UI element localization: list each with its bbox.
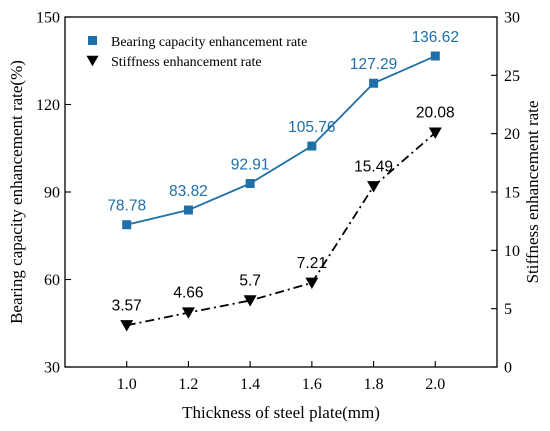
- series-1-point: [245, 179, 255, 189]
- series-1-data-label: 127.29: [350, 56, 397, 73]
- y-right-tick-label: 25: [504, 68, 520, 85]
- y-axis-right-title: Stiffness enhancement rate: [523, 101, 542, 284]
- x-tick-label: 1.4: [240, 376, 260, 393]
- series-2-point: [428, 127, 442, 139]
- y-right-tick-label: 20: [504, 126, 520, 143]
- y-axis-left-title: Bearing capacity enhancement rate(%): [7, 60, 26, 324]
- series-line-2: [126, 132, 436, 327]
- legend-label: Bearing capacity enhancement rate: [111, 35, 307, 50]
- series-1-point: [307, 141, 317, 151]
- series-1-data-label: 136.62: [412, 29, 459, 46]
- series-2-point: [243, 295, 257, 307]
- y-left-tick-label: 90: [44, 185, 60, 202]
- series-1-point: [122, 220, 132, 230]
- series-layer: 78.78 83.82 92.91 105.76 127.29 136.62 3.57 4.6…: [107, 29, 459, 332]
- series-2-data-label: 20.08: [416, 105, 455, 122]
- x-tick-label: 1.2: [178, 376, 198, 393]
- legend: Bearing capacity enhancement rate Stiffne…: [86, 35, 307, 70]
- y-axis-right: 0 5 10 15 20 25 30: [491, 10, 520, 377]
- series-1-data-label: 92.91: [231, 157, 270, 174]
- x-tick-label: 1.0: [117, 376, 137, 393]
- y-left-tick-label: 120: [36, 97, 60, 114]
- y-right-tick-label: 0: [504, 360, 512, 377]
- series-1-point: [369, 78, 379, 88]
- series-2-point: [305, 277, 319, 290]
- series-2-data-label: 3.57: [112, 297, 142, 314]
- y-right-tick-label: 5: [504, 301, 512, 318]
- series-line-1: [126, 55, 436, 226]
- series-1-point: [183, 205, 193, 215]
- legend-marker-triangle: [86, 55, 99, 67]
- y-right-tick-label: 30: [504, 10, 520, 27]
- series-2-point: [181, 307, 195, 319]
- x-axis: 1.0 1.2 1.4 1.6 1.8 2.0: [117, 361, 445, 393]
- series-2-data-label: 7.21: [297, 255, 327, 272]
- series-2-data-label: 5.7: [239, 273, 261, 290]
- series-2-point: [120, 320, 134, 332]
- series-2-data-label: 4.66: [173, 285, 203, 302]
- series-2-point: [367, 181, 381, 193]
- series-1-point: [430, 51, 440, 61]
- x-tick-label: 2.0: [425, 376, 445, 393]
- series-2-data-label: 15.49: [354, 158, 393, 175]
- series-1-data-label: 78.78: [107, 198, 146, 215]
- x-axis-title: Thickness of steel plate(mm): [182, 403, 380, 422]
- series-1-data-label: 105.76: [288, 119, 335, 136]
- series-1-data-label: 83.82: [169, 183, 208, 200]
- y-left-tick-label: 150: [36, 10, 60, 27]
- x-tick-label: 1.6: [302, 376, 322, 393]
- legend-label: Stiffness enhancement rate: [111, 55, 262, 70]
- x-tick-label: 1.8: [364, 376, 384, 393]
- legend-marker-square: [88, 36, 97, 45]
- y-right-tick-label: 10: [504, 243, 520, 260]
- y-left-tick-label: 60: [44, 272, 60, 289]
- y-right-tick-label: 15: [504, 185, 520, 202]
- y-left-tick-label: 30: [44, 360, 60, 377]
- y-axis-left: 30 60 90 120 150: [36, 10, 71, 377]
